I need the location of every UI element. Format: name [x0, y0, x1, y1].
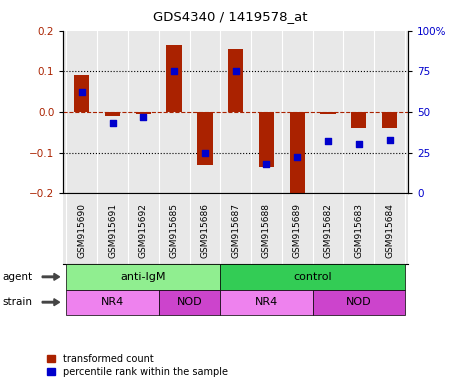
Legend: transformed count, percentile rank within the sample: transformed count, percentile rank withi… [47, 354, 227, 377]
Text: NR4: NR4 [255, 297, 278, 307]
Point [170, 68, 178, 74]
Text: GSM915692: GSM915692 [139, 204, 148, 258]
Bar [166, 45, 182, 112]
Text: GSM915687: GSM915687 [231, 204, 240, 258]
Text: strain: strain [2, 297, 32, 307]
Bar [220, 290, 313, 315]
Bar [136, 112, 151, 114]
Text: GSM915691: GSM915691 [108, 204, 117, 258]
Point [355, 141, 363, 147]
Bar [289, 112, 305, 195]
Bar [382, 112, 397, 128]
Text: GSM915685: GSM915685 [170, 204, 179, 258]
Text: GSM915689: GSM915689 [293, 204, 302, 258]
Text: anti-IgM: anti-IgM [121, 272, 166, 282]
Bar [320, 112, 336, 114]
Bar [259, 112, 274, 167]
Bar [197, 112, 212, 165]
Point [109, 120, 116, 126]
Bar [159, 290, 220, 315]
Point [232, 68, 239, 74]
Bar [220, 264, 405, 290]
Text: GDS4340 / 1419578_at: GDS4340 / 1419578_at [152, 10, 307, 23]
Point [201, 149, 209, 156]
Point [140, 114, 147, 120]
Bar [67, 290, 159, 315]
Point [386, 136, 393, 142]
Text: GSM915686: GSM915686 [200, 204, 209, 258]
Bar [228, 49, 243, 112]
Point [263, 161, 270, 167]
Point [78, 89, 85, 96]
Text: GSM915688: GSM915688 [262, 204, 271, 258]
Bar [351, 112, 366, 128]
Text: NR4: NR4 [101, 297, 124, 307]
Text: agent: agent [2, 272, 32, 282]
Bar [313, 290, 405, 315]
Text: GSM915683: GSM915683 [354, 204, 363, 258]
Bar [67, 264, 220, 290]
Text: GSM915682: GSM915682 [324, 204, 333, 258]
Text: NOD: NOD [346, 297, 371, 307]
Text: GSM915690: GSM915690 [77, 204, 86, 258]
Bar [105, 112, 120, 116]
Bar [74, 75, 90, 112]
Text: control: control [293, 272, 332, 282]
Point [294, 154, 301, 161]
Text: GSM915684: GSM915684 [385, 204, 394, 258]
Text: NOD: NOD [177, 297, 202, 307]
Point [324, 138, 332, 144]
